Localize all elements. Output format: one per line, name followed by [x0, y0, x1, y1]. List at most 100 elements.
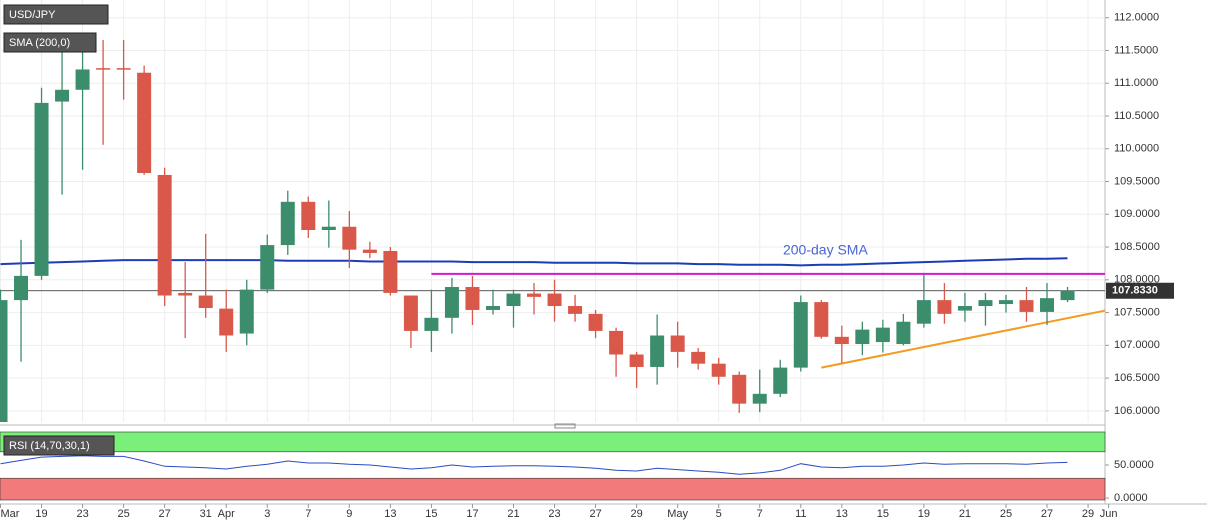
candle-body	[670, 335, 685, 352]
plot	[0, 0, 1105, 422]
candle-body	[321, 226, 336, 231]
x-tick-label: 19	[918, 508, 930, 520]
x-tick-label: 29	[1082, 508, 1094, 520]
candle-body	[1019, 300, 1034, 312]
rsi-legend: RSI (14,70,30,1)	[9, 440, 90, 452]
x-tick-label: 27	[159, 508, 171, 520]
candle-body	[96, 68, 111, 70]
candle-body	[834, 336, 849, 345]
candle-body	[588, 313, 603, 331]
x-tick-label: 27	[1041, 508, 1053, 520]
candle-body	[629, 354, 644, 367]
candle-body	[1040, 298, 1055, 312]
y-tick-label: 0.0000	[1114, 492, 1148, 504]
candle-body	[0, 300, 8, 422]
y-tick-label: 108.0000	[1114, 274, 1160, 286]
candle-body	[239, 289, 254, 334]
candle-body	[260, 245, 275, 290]
candle-body	[978, 300, 993, 307]
x-tick-label: May	[667, 508, 688, 520]
trend-line	[821, 309, 1105, 369]
candle-body	[527, 293, 542, 297]
candle-body	[568, 306, 583, 314]
x-tick-label: Apr	[218, 508, 235, 520]
candle-body	[609, 330, 624, 355]
x-tick-label: 11	[795, 508, 806, 520]
x-tick-label: 7	[757, 508, 763, 520]
x-tick-label: 21	[959, 508, 971, 520]
x-tick-label: 19	[35, 508, 47, 520]
candle-body	[301, 201, 316, 231]
candle-body	[998, 300, 1013, 305]
candle-body	[280, 201, 295, 246]
y-tick-label: 111.0000	[1114, 77, 1158, 89]
y-tick-label: 110.0000	[1114, 143, 1159, 155]
candle-body	[137, 72, 152, 173]
candle-body	[773, 367, 788, 394]
candle-body	[219, 308, 234, 336]
x-tick-label: 9	[346, 508, 352, 520]
candle-body	[424, 317, 439, 331]
x-tick-label: 27	[589, 508, 601, 520]
x-tick-label: 17	[466, 508, 478, 520]
y-tick-label: 107.0000	[1114, 339, 1160, 351]
candle-body	[465, 287, 480, 310]
x-tick-label: 29	[630, 508, 642, 520]
chart-title: USD/JPY	[9, 9, 56, 21]
candle-body	[855, 329, 870, 345]
last-price-label: 107.8330	[1112, 285, 1158, 297]
candle-body	[814, 302, 829, 337]
y-tick-label: 112.0000	[1114, 12, 1159, 24]
candle-body	[957, 306, 972, 311]
x-tick-label: 13	[384, 508, 396, 520]
sma-legend-box	[3, 32, 97, 53]
y-tick-label: 106.5000	[1114, 372, 1160, 384]
y-tick-label: 109.5000	[1114, 175, 1160, 187]
candle-body	[875, 327, 890, 343]
x-tick-label: 7	[305, 508, 311, 520]
candle-body	[55, 89, 70, 102]
rsi-line	[0, 455, 1068, 475]
candle-body	[1060, 290, 1075, 301]
chart-title-box	[3, 4, 109, 25]
candle-body	[547, 293, 562, 307]
x-tick-label: 25	[117, 508, 129, 520]
y-tick-label: 109.0000	[1114, 208, 1160, 220]
candle-body	[485, 306, 500, 310]
x-tick-label: 5	[716, 508, 722, 520]
x-tick-label: 15	[877, 508, 889, 520]
candle-body	[75, 69, 90, 90]
candle-body	[383, 250, 398, 293]
candle-body	[342, 226, 357, 250]
y-tick-label: 108.5000	[1114, 241, 1160, 253]
sma-line	[0, 257, 1068, 267]
candle-body	[896, 321, 911, 345]
candle-body	[752, 393, 767, 404]
y-tick-label: 106.0000	[1114, 405, 1160, 417]
x-tick-label: Jun	[1100, 508, 1118, 520]
candle-body	[793, 302, 808, 368]
candle-body	[403, 295, 418, 331]
sma-legend: SMA (200,0)	[9, 37, 70, 49]
candle-body	[362, 249, 377, 253]
candle-body	[711, 363, 726, 377]
candle-body	[650, 335, 665, 367]
panel-handle	[554, 423, 576, 429]
annotation: 200-day SMA	[783, 242, 868, 258]
y-tick-label: 107.5000	[1114, 306, 1160, 318]
candle-body	[444, 287, 459, 318]
last-price-box	[1106, 282, 1174, 299]
candle-body	[937, 300, 952, 314]
x-tick-label: Mar	[1, 508, 20, 520]
candle-body	[506, 293, 521, 307]
x-tick-label: 23	[76, 508, 88, 520]
candle-body	[116, 68, 131, 70]
x-tick-label: 31	[200, 508, 212, 520]
candle-body	[732, 374, 747, 404]
candle-body	[34, 102, 49, 276]
x-tick-label: 21	[507, 508, 519, 520]
candle-body	[14, 275, 29, 301]
candle-body	[178, 292, 193, 296]
x-tick-label: 3	[264, 508, 270, 520]
